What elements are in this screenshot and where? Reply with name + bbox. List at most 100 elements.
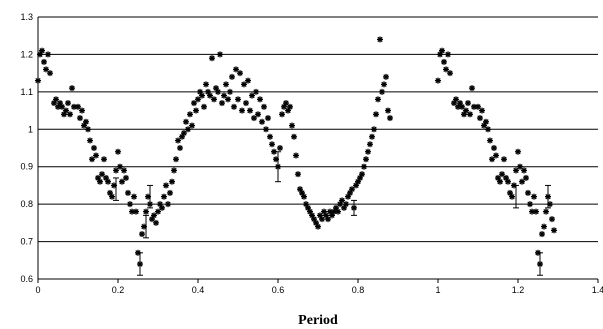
data-point: [293, 152, 299, 159]
data-point: [153, 219, 159, 226]
data-point: [231, 103, 237, 110]
data-point: [89, 156, 95, 163]
data-point: [365, 148, 371, 155]
data-point: [255, 111, 261, 118]
data-point: [517, 163, 523, 170]
data-point: [539, 231, 545, 238]
data-point: [479, 107, 485, 114]
data-point: [185, 126, 191, 133]
data-point: [547, 201, 553, 208]
data-point: [439, 47, 445, 54]
data-point: [109, 193, 115, 200]
x-tick-labels: 0 0.2 0.4 0.6 0.8 1 1.2 1.4: [35, 279, 603, 295]
data-point: [369, 133, 375, 140]
data-point: [289, 122, 295, 129]
data-point: [383, 73, 389, 80]
data-point: [523, 174, 529, 181]
data-point: [53, 96, 59, 103]
data-point: [257, 96, 263, 103]
y-tick-label: 1.2: [20, 49, 33, 59]
data-point: [217, 51, 223, 58]
data-point: [319, 216, 325, 223]
data-point: [195, 96, 201, 103]
data-point: [237, 70, 243, 77]
data-point: [131, 193, 137, 200]
x-tick-label: 1.4: [592, 285, 603, 295]
data-point: [493, 152, 499, 159]
data-point: [531, 193, 537, 200]
data-point: [253, 88, 259, 95]
data-point: [371, 126, 377, 133]
data-point: [47, 70, 53, 77]
data-point: [269, 141, 275, 148]
y-tick-label: 1.1: [20, 87, 33, 97]
data-point: [489, 156, 495, 163]
data-point: [183, 118, 189, 125]
data-point: [135, 249, 141, 256]
data-point: [123, 174, 129, 181]
data-point: [169, 178, 175, 185]
data-point: [83, 118, 89, 125]
data-point: [35, 77, 41, 84]
data-point: [79, 107, 85, 114]
data-point: [117, 163, 123, 170]
data-point: [491, 145, 497, 151]
data-point: [315, 223, 321, 230]
data-point: [435, 77, 441, 84]
y-tick-label: 0.7: [20, 237, 33, 247]
data-point: [373, 111, 379, 118]
data-point: [165, 201, 171, 208]
data-point: [541, 223, 547, 230]
x-tick-label: 1.2: [512, 285, 525, 295]
data-point: [453, 96, 459, 103]
data-point: [215, 88, 221, 95]
data-point: [515, 148, 521, 155]
data-point: [513, 167, 519, 174]
data-point: [271, 148, 277, 155]
data-point: [241, 81, 247, 88]
axes: [37, 17, 598, 280]
x-tick-label: 0.2: [112, 285, 125, 295]
data-point: [159, 204, 165, 211]
data-point: [519, 178, 525, 185]
data-point: [209, 55, 215, 62]
data-point: [499, 171, 505, 178]
data-point: [261, 103, 267, 110]
data-point: [139, 231, 145, 238]
x-tick-label: 0.8: [352, 285, 365, 295]
x-tick-label: 0.6: [272, 285, 285, 295]
data-point: [459, 103, 465, 110]
data-point: [501, 156, 507, 163]
data-point: [387, 115, 393, 122]
data-point: [551, 227, 557, 234]
data-point: [127, 201, 133, 208]
data-point: [351, 204, 357, 211]
data-point: [441, 58, 447, 65]
data-point: [141, 223, 147, 230]
data-point: [273, 156, 279, 163]
data-point: [543, 208, 549, 215]
data-point: [247, 107, 253, 114]
data-point: [385, 107, 391, 114]
data-point: [447, 70, 453, 77]
data-point: [77, 115, 83, 122]
data-point: [277, 145, 283, 151]
data-point: [485, 126, 491, 133]
data-point: [223, 81, 229, 88]
data-point: [201, 103, 207, 110]
data-point: [367, 141, 373, 148]
data-point: [483, 118, 489, 125]
data-point: [487, 137, 493, 144]
data-point: [181, 130, 187, 137]
data-point: [287, 103, 293, 110]
data-point: [43, 66, 49, 73]
data-point: [151, 212, 157, 219]
data-point: [263, 126, 269, 133]
y-tick-label: 0.6: [20, 274, 33, 284]
y-tick-label: 1.3: [20, 12, 33, 22]
data-point: [509, 193, 515, 200]
data-point: [525, 189, 531, 196]
data-point: [283, 100, 289, 107]
data-point: [335, 208, 341, 215]
data-point: [45, 51, 51, 58]
